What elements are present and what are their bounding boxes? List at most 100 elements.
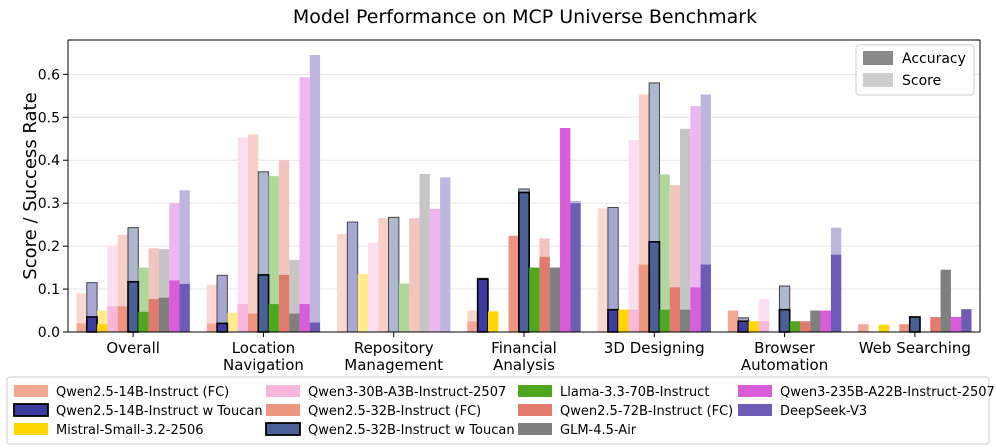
x-tick-label: Browser Automation [741,339,828,374]
accuracy-bar-qwen3-30b-a3b-instruct-2507 [628,309,639,332]
accuracy-bar-glm-4-5-air [680,309,691,332]
model-legend-label-qwen2-5-32b-instruct-fc: Qwen2.5-32B-Instruct (FC) [308,404,481,419]
y-tick-label: 0.0 [38,325,60,341]
accuracy-bar-qwen2-5-32b-instruct-w-toucan [127,280,140,333]
model-legend-swatch-glm-4-5-air [518,423,552,435]
accuracy-bar-glm-4-5-air [289,313,300,332]
metric-legend: Accuracy Score [855,44,975,96]
model-legend-swatch-llama-3-3-70b-instruct [518,385,552,397]
score-bar-mistral-small-3-2-2506 [357,274,368,332]
score-bar-qwen3-30b-a3b-instruct-2507 [107,246,118,332]
y-tick-label: 0.6 [38,67,60,83]
accuracy-bar-llama-3-3-70b-instruct [529,267,540,332]
accuracy-bar-qwen2-5-72b-instruct-fc [278,274,290,332]
score-bar-qwen2-5-32b-instruct-fc [638,94,650,332]
score-bar-llama-3-3-70b-instruct [268,176,279,332]
accuracy-bar-qwen3-30b-a3b-instruct-2507 [237,304,248,332]
accuracy-bar-deepseek-v3 [700,264,711,332]
score-bar-qwen2-5-72b-instruct-fc [409,218,420,332]
accuracy-bar-mistral-small-3-2-2506 [878,324,890,332]
accuracy-bar-glm-4-5-air [940,269,951,332]
accuracy-bar-qwen2-5-72b-instruct-fc [148,298,159,332]
axes: 0.0 0.1 0.2 0.3 0.4 0.5 0.6 Overall Location Navi… [38,67,971,374]
score-bar-qwen2-5-14b-instruct-fc [597,208,608,332]
accuracy-bar-llama-3-3-70b-instruct [268,304,279,332]
accuracy-bar-mistral-small-3-2-2506 [618,309,629,332]
score-bar-deepseek-v3 [440,177,451,332]
score-bar-qwen3-30b-a3b-instruct-2507 [628,140,639,332]
score-bar-qwen2-5-32b-instruct-fc [378,218,389,332]
score-bar-deepseek-v3 [700,94,711,332]
score-bar-mistral-small-3-2-2506 [227,312,238,332]
metric-legend-label-score: Score [902,73,941,89]
x-tick-label: 3D Designing [604,339,705,357]
accuracy-bar-deepseek-v3 [961,309,972,332]
score-bar-qwen2-5-72b-instruct-fc [669,185,681,332]
model-legend-swatch-qwen2-5-14b-instruct-fc [14,385,48,397]
model-legend-swatch-qwen3-30b-a3b-instruct-2507 [266,385,300,397]
x-tick-label: Location Navigation [223,339,304,374]
accuracy-bar-qwen3-235b-a22b-instruct-2507 [169,280,180,332]
score-bar-deepseek-v3 [309,55,321,332]
metric-legend-label-accuracy: Accuracy [902,51,966,67]
accuracy-bar-llama-3-3-70b-instruct [138,311,149,332]
model-legend-swatch-qwen2-5-14b-instruct-w-toucan [13,403,49,417]
x-tick-label: Web Searching [859,339,971,357]
model-legend-label-llama-3-3-70b-instruct: Llama-3.3-70B-Instruct [560,385,709,400]
score-bar-qwen3-30b-a3b-instruct-2507 [367,242,379,332]
score-bar-llama-3-3-70b-instruct [398,283,410,332]
accuracy-bars [76,128,972,333]
accuracy-bar-llama-3-3-70b-instruct [659,309,670,332]
model-legend-swatch-qwen2-5-72b-instruct-fc [518,404,552,416]
score-bar-deepseek-v3 [179,190,190,332]
score-bar-glm-4-5-air [419,173,430,332]
accuracy-bar-deepseek-v3 [570,203,581,332]
model-legend: Qwen2.5-14B-Instruct (FC) Qwen2.5-14B-Ins… [6,376,995,445]
accuracy-bar-qwen2-5-72b-instruct-fc [930,316,941,332]
score-bar-qwen2-5-32b-instruct-fc [117,234,128,332]
y-tick-label: 0.2 [38,239,60,255]
model-legend-swatch-mistral-small-3-2-2506 [14,423,48,435]
score-bar-glm-4-5-air [289,259,300,332]
x-tick-label: Overall [106,339,160,357]
accuracy-bar-qwen2-5-32b-instruct-w-toucan [908,316,921,333]
accuracy-bar-qwen3-235b-a22b-instruct-2507 [950,316,962,332]
model-legend-label-mistral-small-3-2-2506: Mistral-Small-3.2-2506 [56,423,204,438]
y-axis-label: Score / Success Rate [20,92,41,279]
accuracy-bar-qwen2-5-14b-instruct-w-toucan [607,308,620,333]
score-bar-qwen2-5-14b-instruct-w-toucan [346,221,359,333]
accuracy-bar-glm-4-5-air [549,267,561,332]
score-bar-llama-3-3-70b-instruct [659,174,670,332]
accuracy-bar-qwen2-5-32b-instruct-fc [899,324,910,332]
score-bar-qwen2-5-14b-instruct-fc [206,284,218,332]
metric-legend-swatch-score [863,73,893,87]
x-tick-label: Financial Analysis [491,339,557,374]
accuracy-bar-qwen2-5-72b-instruct-fc [539,256,550,332]
y-tick-label: 0.3 [38,196,60,212]
accuracy-bar-qwen2-5-14b-instruct-fc [206,323,218,332]
accuracy-bar-qwen2-5-14b-instruct-fc [727,310,739,332]
score-bar-qwen2-5-32b-instruct-fc [247,134,259,332]
model-legend-swatch-qwen2-5-32b-instruct-fc [266,404,300,416]
score-bar-qwen2-5-72b-instruct-fc [278,160,290,332]
accuracy-bar-glm-4-5-air [158,297,170,332]
score-bar-qwen2-5-72b-instruct-fc [148,248,159,332]
model-legend-swatch-qwen3-235b-a22b-instruct-2507 [738,385,772,397]
score-bar-glm-4-5-air [680,128,691,332]
accuracy-bar-qwen2-5-14b-instruct-fc [76,323,87,332]
accuracy-bar-qwen2-5-14b-instruct-w-toucan [737,320,750,333]
accuracy-bar-deepseek-v3 [309,322,321,332]
model-legend-label-qwen2-5-14b-instruct-w-toucan: Qwen2.5-14B-Instruct w Toucan [56,404,263,419]
accuracy-bar-mistral-small-3-2-2506 [487,311,499,332]
accuracy-bar-mistral-small-3-2-2506 [97,324,108,332]
accuracy-bar-qwen2-5-32b-instruct-w-toucan [518,191,530,333]
accuracy-bar-qwen2-5-14b-instruct-fc [858,324,869,332]
score-bar-qwen3-235b-a22b-instruct-2507 [169,203,180,332]
accuracy-bar-qwen2-5-14b-instruct-w-toucan [85,316,98,333]
accuracy-bar-qwen2-5-72b-instruct-fc [669,287,681,332]
score-bar-mistral-small-3-2-2506 [97,310,108,332]
model-legend-label-deepseek-v3: DeepSeek-V3 [780,404,867,419]
accuracy-bar-qwen3-235b-a22b-instruct-2507 [820,310,831,332]
model-legend-label-glm-4-5-air: GLM-4.5-Air [560,423,637,438]
